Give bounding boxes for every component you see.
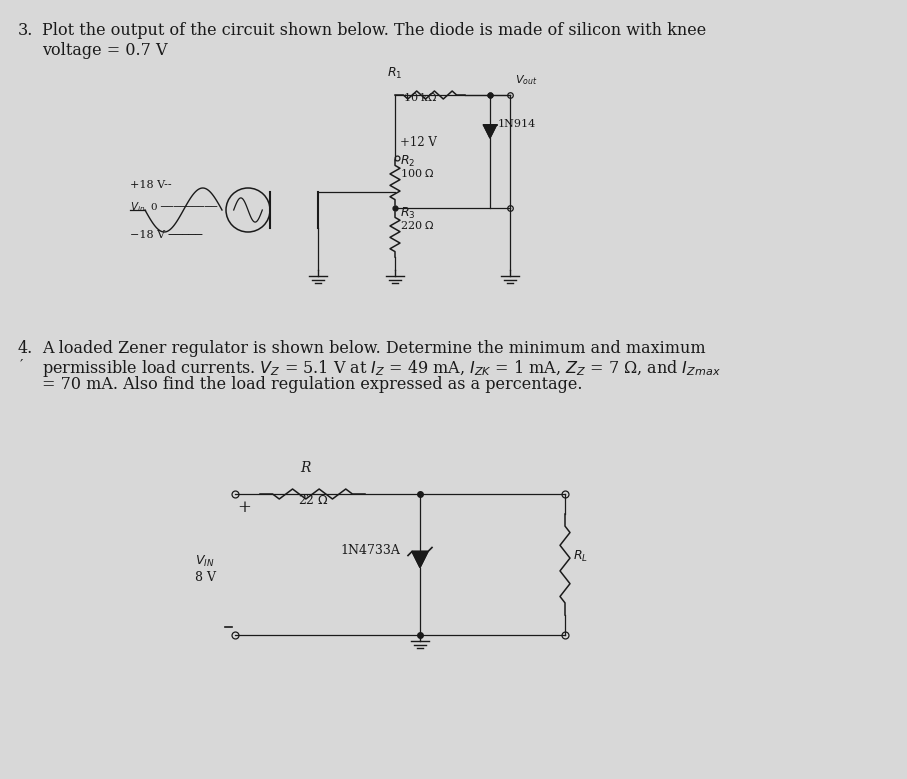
- Text: 22 $\Omega$: 22 $\Omega$: [297, 493, 328, 507]
- Text: $R_L$: $R_L$: [573, 548, 588, 563]
- Text: A loaded Zener regulator is shown below. Determine the minimum and maximum: A loaded Zener regulator is shown below.…: [42, 340, 706, 357]
- Text: $V_{in}$  0 ─────────: $V_{in}$ 0 ─────────: [130, 200, 219, 213]
- Text: permissible load currents. $V_Z$ = 5.1 V at $I_Z$ = 49 mA, $I_{ZK}$ = 1 mA, $Z_Z: permissible load currents. $V_Z$ = 5.1 V…: [42, 358, 721, 379]
- Text: R: R: [300, 461, 311, 475]
- Text: 220 $\Omega$: 220 $\Omega$: [400, 219, 434, 231]
- Text: = 70 mA. Also find the load regulation expressed as a percentage.: = 70 mA. Also find the load regulation e…: [42, 376, 582, 393]
- Polygon shape: [412, 552, 428, 567]
- Text: Plot the output of the circuit shown below. The diode is made of silicon with kn: Plot the output of the circuit shown bel…: [42, 22, 707, 39]
- Polygon shape: [483, 125, 496, 138]
- Text: 8 V: 8 V: [195, 571, 216, 584]
- Text: $R_3$: $R_3$: [400, 206, 415, 221]
- Text: 1N4733A: 1N4733A: [340, 545, 400, 558]
- Text: $V_{out}$: $V_{out}$: [515, 73, 538, 86]
- Text: ′: ′: [20, 358, 24, 372]
- Text: 4.: 4.: [18, 340, 34, 357]
- Text: +: +: [237, 499, 251, 516]
- Text: −18 V ─────: −18 V ─────: [130, 230, 202, 240]
- Text: 1N914: 1N914: [498, 119, 536, 129]
- Text: 10 k$\Omega$: 10 k$\Omega$: [403, 91, 437, 103]
- Text: +12 V: +12 V: [400, 136, 437, 149]
- Text: $R_2$: $R_2$: [400, 154, 415, 169]
- Text: $V_{IN}$: $V_{IN}$: [195, 554, 214, 569]
- Text: $R_1$: $R_1$: [387, 66, 403, 81]
- Text: voltage = 0.7 V: voltage = 0.7 V: [42, 42, 168, 59]
- Text: 3.: 3.: [18, 22, 34, 39]
- Text: +18 V--: +18 V--: [130, 180, 171, 190]
- Text: 100 $\Omega$: 100 $\Omega$: [400, 167, 434, 179]
